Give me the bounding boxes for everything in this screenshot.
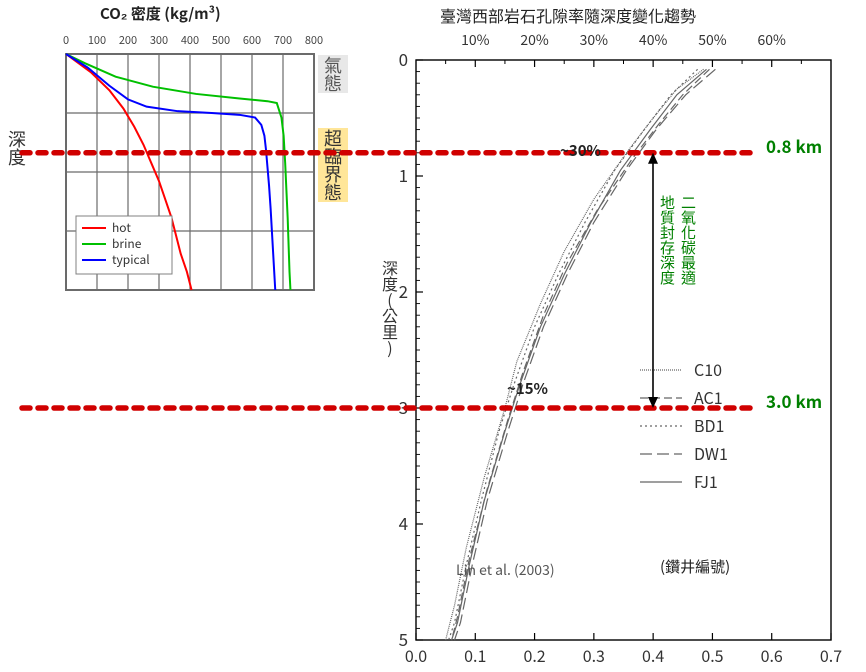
svg-text:FJ1: FJ1 [694, 469, 718, 493]
svg-text:0: 0 [399, 46, 408, 71]
svg-text:0.3: 0.3 [583, 643, 605, 667]
right-chart-svg: 10% 20% 30% 40% 50% 60% 0.0 0.1 0.2 0.3 0.4 0.5 0.6 0… [0, 0, 866, 672]
svg-text:2: 2 [399, 278, 408, 303]
svg-text:3: 3 [399, 394, 408, 419]
citation: Lin et al. (2003) [456, 560, 555, 580]
svg-text:1: 1 [399, 162, 408, 187]
svg-text:0.5: 0.5 [701, 643, 723, 667]
svg-text:0.7: 0.7 [820, 643, 842, 667]
svg-text:0.1: 0.1 [464, 643, 486, 667]
svg-text:AC1: AC1 [694, 385, 723, 409]
arrow-label-2: 地質封存深度 [657, 195, 678, 285]
svg-text:5: 5 [399, 626, 408, 651]
svg-text:4: 4 [399, 510, 408, 535]
svg-text:30%: 30% [580, 30, 609, 50]
svg-text:10%: 10% [461, 30, 490, 50]
svg-text:DW1: DW1 [694, 441, 728, 465]
depth-label-30: 3.0 km [766, 388, 822, 413]
arrow-label-1: 二氧化碳最適 [678, 195, 699, 285]
svg-text:20%: 20% [520, 30, 549, 50]
svg-text:0.6: 0.6 [761, 643, 783, 667]
svg-text:BD1: BD1 [694, 413, 724, 437]
right-legend-sublabel: (鑽井編號) [660, 556, 730, 577]
svg-text:60%: 60% [757, 30, 786, 50]
svg-text:0.4: 0.4 [642, 643, 664, 667]
svg-text:0.2: 0.2 [523, 643, 545, 667]
svg-text:C10: C10 [694, 357, 722, 381]
pct-label-30: ~30% [560, 140, 601, 161]
svg-text:50%: 50% [698, 30, 727, 50]
svg-text:40%: 40% [639, 30, 668, 50]
depth-label-08: 0.8 km [766, 133, 822, 158]
pct-label-15: ~15% [507, 378, 548, 399]
svg-text:0.0: 0.0 [405, 643, 427, 667]
